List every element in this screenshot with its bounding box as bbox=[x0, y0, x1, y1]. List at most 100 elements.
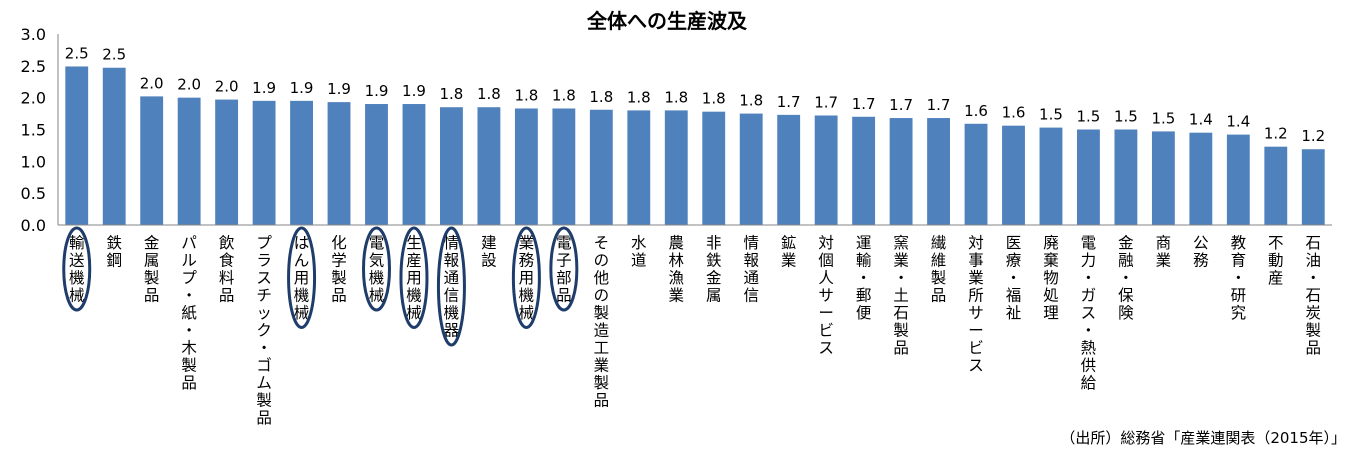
bar-series bbox=[65, 66, 1325, 225]
highlight-ellipses bbox=[62, 226, 579, 347]
data-label: 1.8 bbox=[627, 88, 651, 106]
bar bbox=[964, 123, 988, 225]
bar bbox=[1077, 129, 1100, 225]
x-tick-label: 繊維製品 bbox=[931, 234, 947, 305]
y-tick-label: 3.0 bbox=[21, 25, 46, 44]
highlight-ellipse bbox=[436, 226, 466, 347]
data-label: 1.7 bbox=[814, 93, 838, 111]
x-tick-label: 飲食料品 bbox=[219, 234, 235, 305]
x-tick-label: 窯業・土石製品 bbox=[893, 234, 909, 357]
bar bbox=[402, 104, 426, 225]
data-label: 1.8 bbox=[440, 85, 464, 103]
x-tick-label: 化学製品 bbox=[331, 234, 347, 305]
data-label: 1.6 bbox=[1002, 104, 1026, 122]
y-tick-label: 1.0 bbox=[21, 152, 46, 171]
x-tick-label: 電子部品 bbox=[556, 234, 572, 305]
bar bbox=[1151, 131, 1175, 225]
bar bbox=[177, 97, 201, 225]
x-tick-label: 対個人サービス bbox=[818, 234, 834, 357]
bar bbox=[552, 108, 576, 225]
data-label: 2.0 bbox=[177, 76, 201, 94]
x-tick-label: 不動産 bbox=[1268, 234, 1284, 287]
data-label: 1.8 bbox=[589, 88, 613, 106]
data-label: 1.5 bbox=[1039, 106, 1063, 124]
x-tick-label: 輸送機械 bbox=[69, 234, 85, 305]
highlight-ellipse bbox=[549, 226, 579, 312]
bar bbox=[1264, 146, 1288, 225]
bar bbox=[664, 110, 688, 225]
data-label: 2.5 bbox=[102, 46, 126, 64]
x-tick-label: 対事業所サービス bbox=[968, 234, 984, 375]
data-label: 1.4 bbox=[1226, 113, 1250, 131]
x-tick-label: 医療・福祉 bbox=[1006, 234, 1022, 322]
x-tick-label: 情報通信機器 bbox=[444, 234, 460, 340]
data-label: 1.7 bbox=[777, 93, 801, 111]
highlight-ellipse bbox=[287, 226, 317, 329]
data-label: 1.8 bbox=[702, 90, 726, 108]
bar bbox=[140, 96, 164, 225]
bar bbox=[852, 116, 876, 225]
data-label: 1.9 bbox=[327, 80, 351, 98]
y-tick-label: 0.5 bbox=[21, 184, 46, 203]
bar bbox=[927, 118, 950, 225]
x-tick-label: 石油・石炭製品 bbox=[1306, 234, 1322, 357]
y-tick-label: 1.5 bbox=[21, 121, 46, 140]
x-tick-label: 生産用機械 bbox=[406, 234, 422, 322]
data-label: 1.5 bbox=[1151, 109, 1175, 127]
x-tick-label: 鉱業 bbox=[781, 234, 797, 270]
x-tick-label: 運輸・郵便 bbox=[856, 234, 872, 322]
data-label: 1.9 bbox=[402, 82, 426, 100]
highlight-ellipse bbox=[362, 226, 391, 312]
x-tick-label: はん用機械 bbox=[294, 234, 310, 322]
bar bbox=[514, 108, 538, 225]
bar bbox=[215, 99, 239, 225]
bar bbox=[252, 100, 276, 225]
data-label: 1.2 bbox=[1264, 125, 1288, 143]
data-label: 1.2 bbox=[1301, 127, 1325, 145]
bar bbox=[65, 66, 89, 225]
x-tick-label: パルプ・紙・木製品 bbox=[181, 234, 197, 392]
x-tick-label: 鉄鋼 bbox=[106, 234, 122, 270]
bar bbox=[327, 102, 351, 225]
bar bbox=[627, 110, 651, 225]
data-label: 1.7 bbox=[927, 96, 951, 114]
data-label: 1.8 bbox=[739, 92, 763, 110]
highlight-ellipse bbox=[399, 226, 429, 329]
data-label: 1.9 bbox=[290, 79, 314, 97]
highlight-ellipse bbox=[62, 226, 92, 312]
x-tick-label: 建設 bbox=[481, 234, 497, 270]
bar bbox=[1189, 132, 1213, 225]
data-label: 1.7 bbox=[889, 96, 913, 114]
y-tick-label: 0.0 bbox=[21, 216, 46, 235]
data-label: 1.5 bbox=[1077, 108, 1101, 126]
bar bbox=[290, 100, 313, 225]
x-tick-label: 公務 bbox=[1193, 234, 1209, 270]
y-tick-label: 2.5 bbox=[21, 57, 46, 76]
bar bbox=[365, 104, 388, 225]
data-label: 1.8 bbox=[664, 88, 688, 106]
bar bbox=[702, 111, 726, 225]
y-tick-label: 2.0 bbox=[21, 89, 46, 108]
x-tick-label: 教育・研究 bbox=[1231, 234, 1247, 322]
bar bbox=[1002, 125, 1025, 225]
bar bbox=[1226, 134, 1250, 225]
bar bbox=[1114, 129, 1138, 225]
chart-title: 全体への生産波及 bbox=[586, 9, 748, 33]
bar bbox=[589, 109, 613, 225]
data-label: 1.4 bbox=[1189, 111, 1213, 129]
data-label: 1.6 bbox=[964, 102, 988, 120]
x-tick-label: 商業 bbox=[1156, 234, 1172, 270]
x-tick-label: 電力・ガス・熱供給 bbox=[1081, 234, 1097, 392]
data-label: 2.0 bbox=[215, 78, 239, 96]
bar bbox=[1039, 127, 1063, 225]
bar bbox=[102, 67, 126, 225]
bar bbox=[777, 114, 801, 225]
data-labels: 2.5 2.5 2.0 2.0 2.0 1.9 1.9 1.9 1.9 1.9 1.8 1.8 1.8 1… bbox=[65, 44, 1325, 145]
x-tick-label: 廃棄物処理 bbox=[1043, 234, 1059, 322]
data-label: 1.5 bbox=[1114, 108, 1138, 126]
bar bbox=[1301, 149, 1325, 225]
data-label: 1.8 bbox=[477, 85, 501, 103]
data-label: 2.0 bbox=[140, 74, 164, 92]
x-tick-label: 農林漁業 bbox=[669, 234, 685, 305]
